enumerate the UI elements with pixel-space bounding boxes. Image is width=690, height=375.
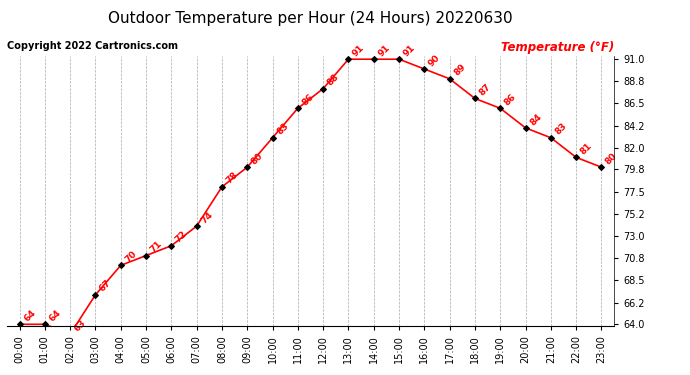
Point [65,331,76,337]
Point [217,184,228,190]
Text: 84: 84 [528,112,543,127]
Text: 91: 91 [402,43,417,58]
Point [596,164,607,170]
Text: 78: 78 [224,171,239,186]
Point [343,56,354,62]
Text: Outdoor Temperature per Hour (24 Hours) 20220630: Outdoor Temperature per Hour (24 Hours) … [108,11,513,26]
Point [14,321,25,327]
Point [141,252,152,258]
Text: 80: 80 [250,151,265,166]
Point [166,243,177,249]
Text: 64: 64 [48,308,63,323]
Point [419,66,430,72]
Text: 74: 74 [199,210,215,225]
Text: 70: 70 [124,249,139,264]
Text: 71: 71 [148,239,164,255]
Text: 81: 81 [579,141,594,156]
Text: 72: 72 [174,230,189,245]
Point [293,105,304,111]
Text: Temperature (°F): Temperature (°F) [501,41,614,54]
Point [90,292,101,298]
Text: 87: 87 [477,82,493,98]
Point [241,164,253,170]
Point [520,125,531,131]
Point [39,321,50,327]
Point [444,76,455,82]
Text: 80: 80 [604,151,619,166]
Text: Copyright 2022 Cartronics.com: Copyright 2022 Cartronics.com [7,41,178,51]
Text: 88: 88 [326,72,341,88]
Text: 89: 89 [452,63,467,78]
Text: 86: 86 [503,92,518,107]
Point [191,223,202,229]
Text: 90: 90 [427,53,442,68]
Text: 64: 64 [22,308,37,323]
Point [571,154,582,160]
Point [317,86,328,92]
Point [393,56,404,62]
Point [469,96,480,102]
Text: 91: 91 [376,43,391,58]
Point [267,135,278,141]
Point [115,262,126,268]
Text: 67: 67 [98,279,113,294]
Point [495,105,506,111]
Text: 83: 83 [275,122,290,137]
Point [368,56,380,62]
Text: 91: 91 [351,43,366,58]
Text: 83: 83 [553,122,569,137]
Text: 86: 86 [300,92,315,107]
Text: 63: 63 [72,318,88,333]
Point [545,135,556,141]
